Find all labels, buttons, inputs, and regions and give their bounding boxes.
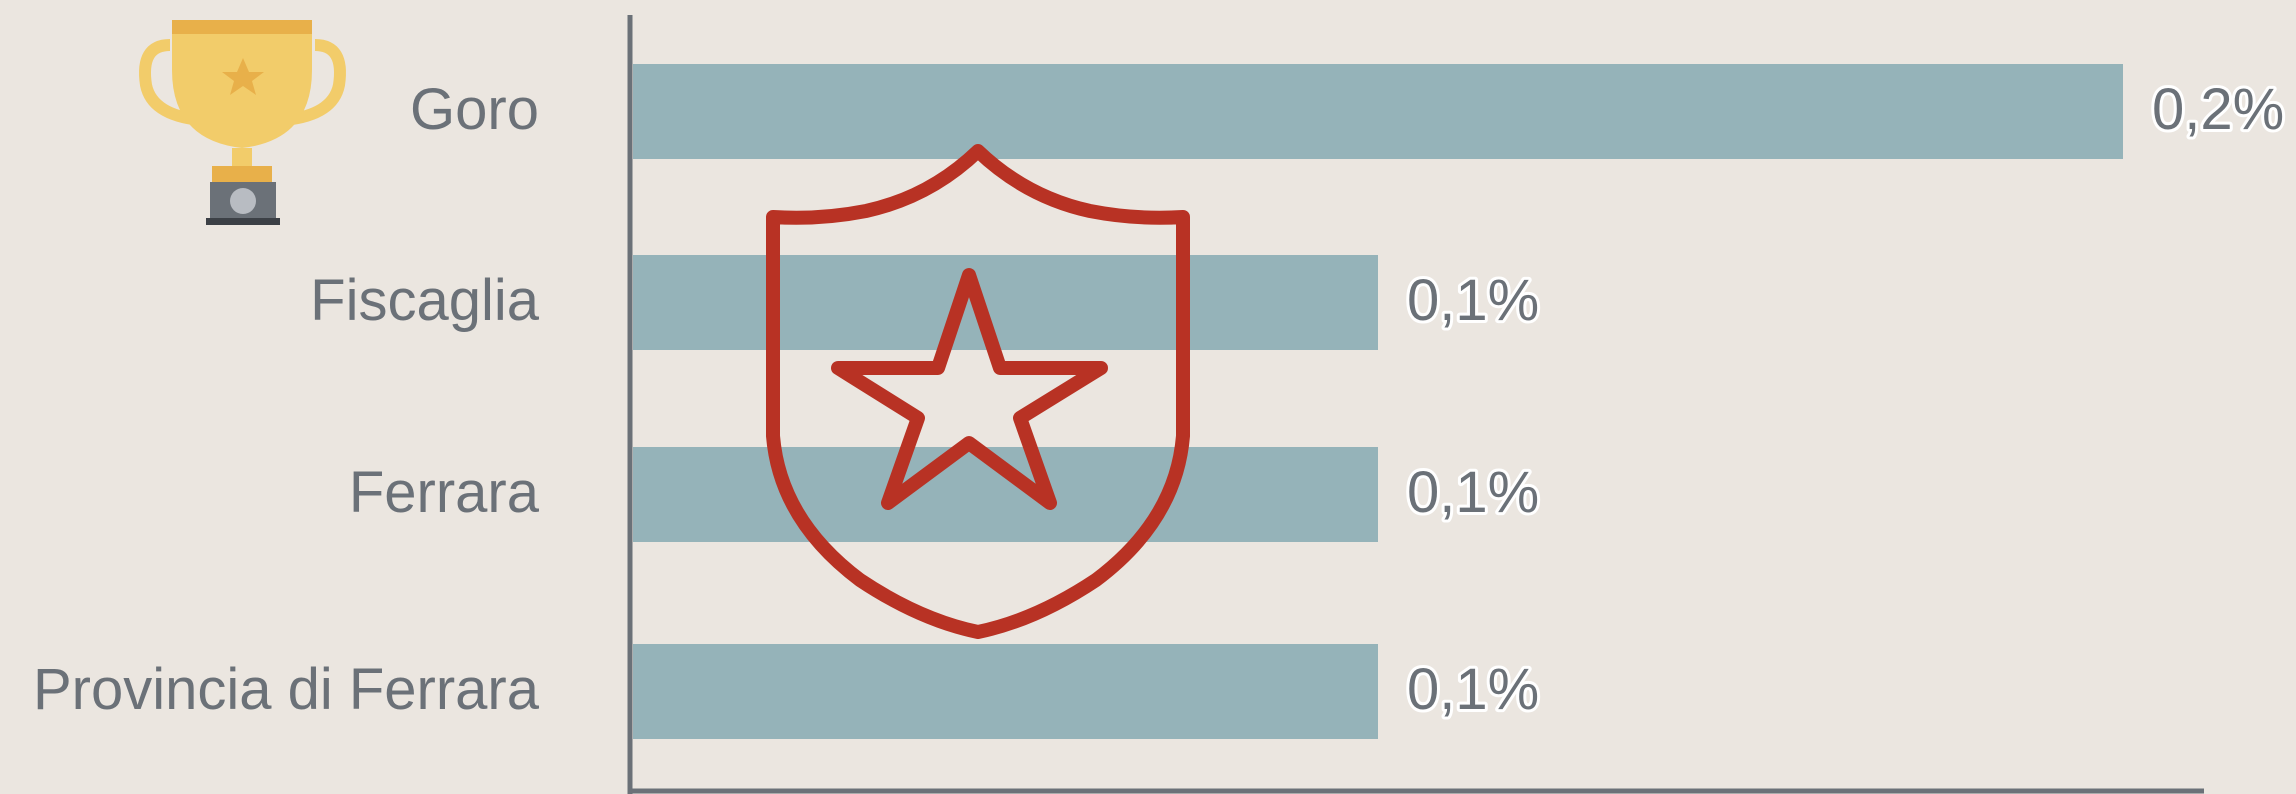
category-label: Provincia di Ferrara xyxy=(33,657,540,722)
bar xyxy=(633,447,1378,542)
bar xyxy=(633,64,2123,159)
bar xyxy=(633,255,1378,350)
category-label: Goro xyxy=(410,77,539,142)
value-label: 0,2% xyxy=(2152,77,2284,142)
value-label: 0,1% xyxy=(1407,268,1539,333)
category-label: Fiscaglia xyxy=(310,268,540,333)
shield-icon xyxy=(766,144,1190,639)
value-label: 0,1% xyxy=(1407,460,1539,525)
value-label: 0,1% xyxy=(1407,657,1539,722)
category-label: Ferrara xyxy=(349,460,540,525)
bar xyxy=(633,644,1378,739)
trophy-icon xyxy=(139,20,346,225)
